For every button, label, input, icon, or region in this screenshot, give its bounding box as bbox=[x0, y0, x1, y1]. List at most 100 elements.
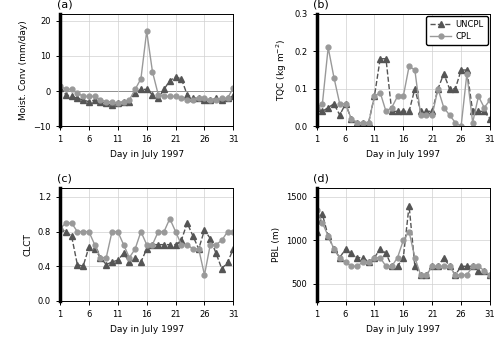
Line: CPL: CPL bbox=[314, 45, 492, 129]
Text: (d): (d) bbox=[313, 174, 329, 184]
CPL bbox=[377, 91, 383, 95]
CPL bbox=[167, 216, 173, 221]
CPL bbox=[412, 255, 418, 260]
CPL bbox=[109, 229, 115, 234]
UNCPL bbox=[161, 87, 167, 91]
X-axis label: Day in July 1997: Day in July 1997 bbox=[366, 325, 440, 333]
UNCPL bbox=[470, 109, 476, 113]
CPL bbox=[230, 229, 236, 234]
CPL bbox=[156, 229, 162, 234]
CPL bbox=[86, 94, 92, 98]
UNCPL bbox=[172, 242, 178, 247]
X-axis label: Day in July 1997: Day in July 1997 bbox=[366, 150, 440, 159]
UNCPL bbox=[202, 98, 207, 102]
CPL bbox=[366, 120, 372, 124]
CPL bbox=[196, 247, 202, 251]
CPL bbox=[320, 102, 326, 106]
CPL bbox=[156, 93, 162, 97]
CPL bbox=[219, 238, 225, 242]
CPL bbox=[464, 273, 470, 277]
CPL bbox=[172, 94, 178, 98]
CPL bbox=[132, 247, 138, 251]
UNCPL bbox=[424, 109, 430, 113]
UNCPL bbox=[68, 234, 74, 238]
CPL bbox=[98, 255, 103, 260]
UNCPL bbox=[487, 273, 493, 277]
CPL bbox=[213, 98, 219, 102]
UNCPL bbox=[441, 72, 447, 76]
Line: UNCPL: UNCPL bbox=[57, 74, 236, 108]
CPL bbox=[487, 98, 493, 102]
UNCPL bbox=[184, 93, 190, 97]
CPL bbox=[80, 229, 86, 234]
UNCPL bbox=[348, 251, 354, 255]
CPL bbox=[172, 229, 178, 234]
CPL bbox=[429, 113, 435, 117]
UNCPL bbox=[86, 245, 92, 249]
UNCPL bbox=[109, 103, 115, 107]
UNCPL bbox=[481, 268, 487, 273]
CPL bbox=[441, 264, 447, 268]
UNCPL bbox=[429, 109, 435, 113]
CPL bbox=[144, 242, 150, 247]
UNCPL bbox=[320, 212, 326, 216]
UNCPL bbox=[120, 100, 126, 104]
UNCPL bbox=[213, 96, 219, 100]
CPL bbox=[464, 72, 470, 76]
CPL bbox=[184, 98, 190, 102]
Y-axis label: PBL (m): PBL (m) bbox=[272, 227, 281, 262]
UNCPL bbox=[208, 237, 214, 241]
CPL bbox=[126, 98, 132, 102]
CPL bbox=[120, 242, 126, 247]
CPL bbox=[366, 260, 372, 264]
UNCPL bbox=[406, 109, 412, 113]
CPL bbox=[400, 238, 406, 242]
CPL bbox=[178, 96, 184, 100]
UNCPL bbox=[452, 273, 458, 277]
UNCPL bbox=[144, 247, 150, 251]
UNCPL bbox=[196, 247, 202, 251]
CPL bbox=[63, 87, 69, 91]
CPL bbox=[336, 255, 342, 260]
UNCPL bbox=[202, 228, 207, 232]
CPL bbox=[400, 94, 406, 98]
UNCPL bbox=[57, 226, 63, 230]
UNCPL bbox=[178, 238, 184, 242]
CPL bbox=[74, 229, 80, 234]
UNCPL bbox=[481, 109, 487, 113]
Line: UNCPL: UNCPL bbox=[314, 56, 493, 126]
CPL bbox=[57, 84, 63, 88]
CPL bbox=[476, 264, 482, 268]
UNCPL bbox=[57, 86, 63, 90]
UNCPL bbox=[331, 102, 337, 106]
UNCPL bbox=[377, 247, 383, 251]
CPL bbox=[360, 260, 366, 264]
CPL bbox=[481, 268, 487, 273]
UNCPL bbox=[115, 101, 121, 105]
CPL bbox=[144, 29, 150, 33]
UNCPL bbox=[190, 234, 196, 238]
CPL bbox=[230, 86, 236, 90]
CPL bbox=[446, 264, 452, 268]
CPL bbox=[336, 102, 342, 106]
CPL bbox=[348, 264, 354, 268]
UNCPL bbox=[360, 120, 366, 124]
CPL bbox=[406, 64, 412, 68]
CPL bbox=[412, 68, 418, 72]
CPL bbox=[320, 221, 326, 225]
CPL bbox=[354, 120, 360, 124]
UNCPL bbox=[98, 255, 103, 260]
CPL bbox=[372, 255, 378, 260]
UNCPL bbox=[208, 98, 214, 102]
UNCPL bbox=[348, 117, 354, 121]
UNCPL bbox=[394, 264, 400, 268]
UNCPL bbox=[424, 273, 430, 277]
CPL bbox=[109, 100, 115, 104]
UNCPL bbox=[92, 98, 98, 102]
UNCPL bbox=[68, 94, 74, 98]
CPL bbox=[360, 120, 366, 124]
UNCPL bbox=[452, 87, 458, 91]
UNCPL bbox=[458, 264, 464, 268]
CPL bbox=[115, 229, 121, 234]
Y-axis label: Moist. Conv (mm/day): Moist. Conv (mm/day) bbox=[19, 20, 28, 120]
